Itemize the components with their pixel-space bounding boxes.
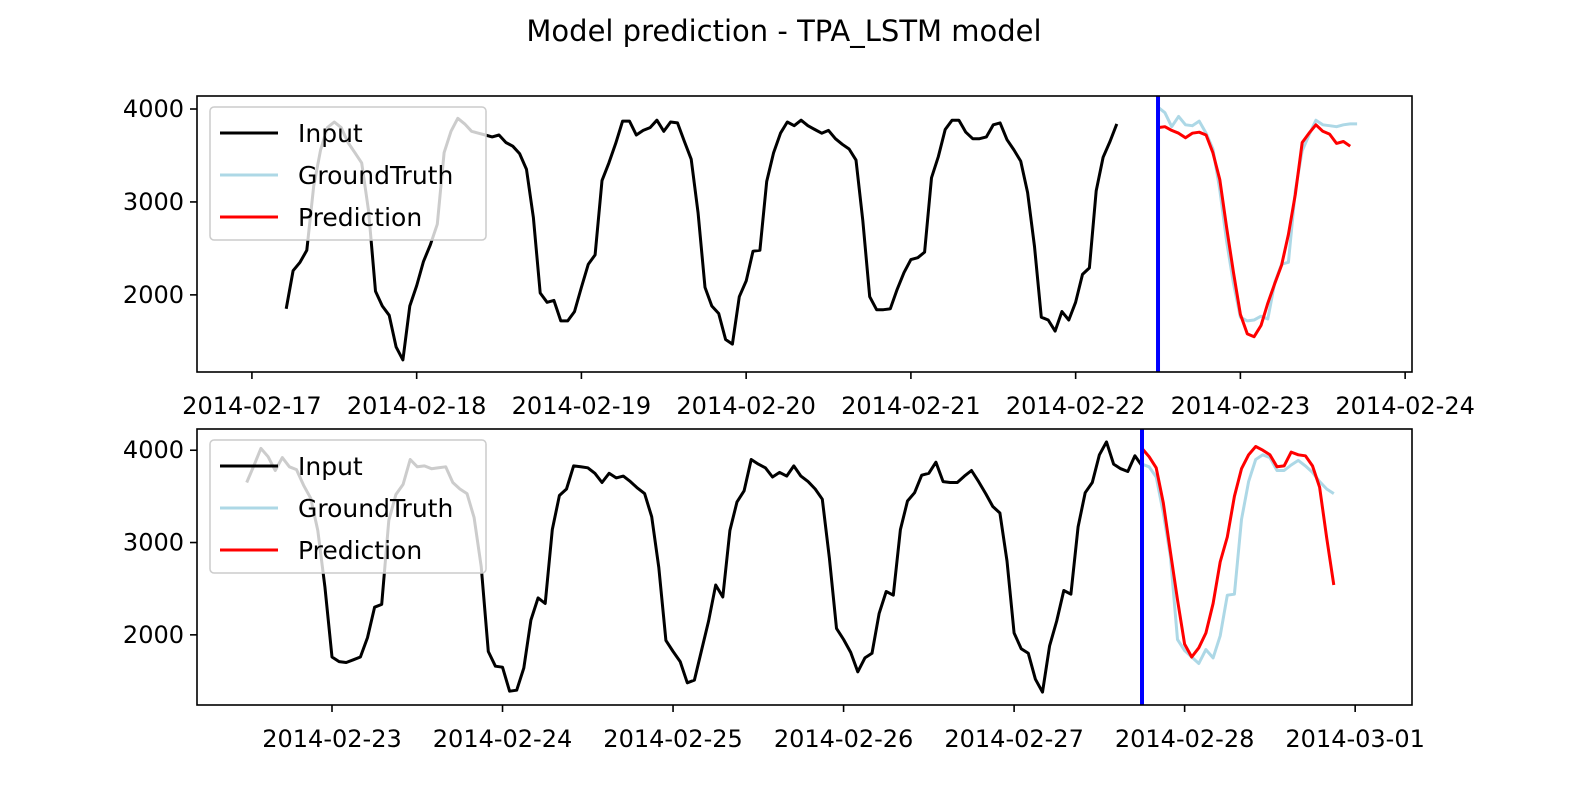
- legend-label-input: Input: [298, 452, 363, 481]
- x-tick-label: 2014-02-18: [347, 392, 486, 420]
- x-tick-label: 2014-02-24: [433, 725, 572, 753]
- subplot-top: 2014-02-17 2014-02-18 2014-02-19 2014-02-20…: [123, 95, 1475, 420]
- x-tick-label: 2014-02-23: [262, 725, 401, 753]
- x-tick-label: 2014-02-27: [944, 725, 1083, 753]
- legend: Input GroundTruth Prediction: [209, 106, 487, 241]
- x-tick-label: 2014-02-24: [1335, 392, 1474, 420]
- x-tick-label: 2014-02-17: [182, 392, 321, 420]
- y-tick-label: 2000: [123, 281, 184, 309]
- x-tick-label: 2014-02-22: [1006, 392, 1145, 420]
- x-tick-label: 2014-03-01: [1285, 725, 1424, 753]
- series-line-input: [284, 116, 1119, 362]
- y-tick-label: 3000: [123, 188, 184, 216]
- y-tick-label: 4000: [123, 95, 184, 123]
- legend-frame: [209, 106, 487, 241]
- legend-frame: [209, 439, 487, 574]
- series-line-prediction: [1140, 445, 1336, 659]
- subplot-bottom: 2014-02-23 2014-02-24 2014-02-25 2014-02-26…: [123, 428, 1425, 753]
- series-line-groundtruth: [1141, 453, 1335, 665]
- x-tick-label: 2014-02-23: [1171, 392, 1310, 420]
- x-tick-label: 2014-02-26: [774, 725, 913, 753]
- legend-label-groundtruth: GroundTruth: [298, 161, 453, 190]
- plot-area: [284, 96, 1358, 372]
- legend-label-prediction: Prediction: [298, 536, 422, 565]
- plot-area: [245, 429, 1336, 705]
- axes-frame: [196, 428, 1413, 706]
- figure-title: Model prediction - TPA_LSTM model: [526, 14, 1041, 48]
- series-line-prediction: [1157, 123, 1352, 339]
- x-tick-label: 2014-02-25: [603, 725, 742, 753]
- legend-label-groundtruth: GroundTruth: [298, 494, 453, 523]
- legend-label-input: Input: [298, 119, 363, 148]
- y-tick-label: 2000: [123, 621, 184, 649]
- legend-label-prediction: Prediction: [298, 203, 422, 232]
- legend: Input GroundTruth Prediction: [209, 439, 487, 574]
- x-tick-label: 2014-02-21: [841, 392, 980, 420]
- x-tick-label: 2014-02-19: [512, 392, 651, 420]
- x-tick-label: 2014-02-28: [1115, 725, 1254, 753]
- x-tick-label: 2014-02-20: [676, 392, 815, 420]
- axes-frame: [196, 95, 1413, 373]
- y-tick-label: 4000: [123, 436, 184, 464]
- series-line-groundtruth: [1157, 106, 1358, 323]
- y-tick-label: 3000: [123, 529, 184, 557]
